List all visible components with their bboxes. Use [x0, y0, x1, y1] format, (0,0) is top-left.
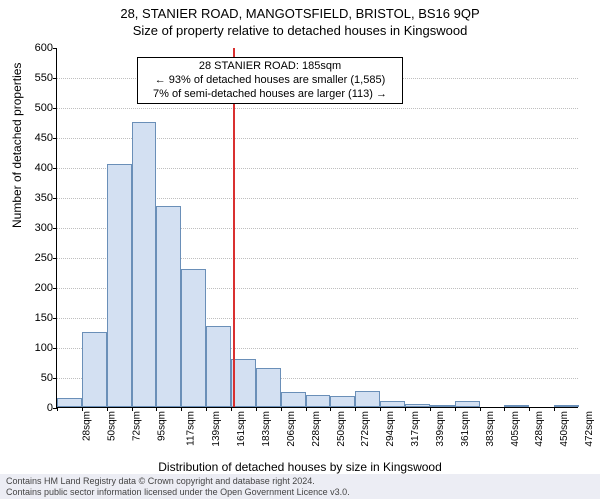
x-tick-label: 428sqm: [535, 411, 546, 447]
x-tick-mark: [554, 407, 555, 411]
histogram-bar: [107, 164, 132, 407]
x-tick-mark: [430, 407, 431, 411]
histogram-bar: [82, 332, 107, 407]
footer-text-1: Contains HM Land Registry data © Crown c…: [6, 476, 594, 486]
annotation-line: 7% of semi-detached houses are larger (1…: [144, 88, 396, 102]
x-tick-mark: [330, 407, 331, 411]
y-tick-label: 500: [35, 102, 57, 114]
histogram-bar: [306, 395, 331, 407]
y-tick-label: 50: [41, 372, 57, 384]
y-tick-label: 450: [35, 132, 57, 144]
x-tick-label: 72sqm: [131, 411, 142, 441]
y-tick-label: 600: [35, 42, 57, 54]
x-tick-mark: [107, 407, 108, 411]
histogram-bar: [380, 401, 405, 407]
histogram-bar: [504, 405, 529, 407]
x-tick-mark: [256, 407, 257, 411]
x-tick-mark: [156, 407, 157, 411]
x-tick-mark: [380, 407, 381, 411]
plot-area: 05010015020025030035040045050055060028sq…: [56, 48, 578, 408]
x-tick-mark: [405, 407, 406, 411]
y-tick-label: 0: [47, 402, 57, 414]
histogram-bar: [206, 326, 231, 407]
x-tick-mark: [480, 407, 481, 411]
x-tick-label: 405sqm: [510, 411, 521, 447]
histogram-bar: [57, 398, 82, 407]
annotation-line: 28 STANIER ROAD: 185sqm: [144, 60, 396, 74]
x-tick-mark: [231, 407, 232, 411]
x-tick-mark: [57, 407, 58, 411]
annotation-box: 28 STANIER ROAD: 185sqm← 93% of detached…: [137, 57, 403, 104]
histogram-bar: [181, 269, 206, 407]
x-tick-label: 317sqm: [410, 411, 421, 447]
chart-subtitle: Size of property relative to detached ho…: [0, 21, 600, 38]
annotation-line: ← 93% of detached houses are smaller (1,…: [144, 74, 396, 88]
attribution-footer: Contains HM Land Registry data © Crown c…: [0, 474, 600, 499]
x-tick-label: 472sqm: [584, 411, 595, 447]
x-tick-label: 161sqm: [236, 411, 247, 447]
y-tick-label: 150: [35, 312, 57, 324]
y-axis-label: Number of detached properties: [10, 63, 24, 228]
x-tick-label: 139sqm: [211, 411, 222, 447]
x-tick-mark: [82, 407, 83, 411]
x-tick-label: 450sqm: [559, 411, 570, 447]
x-tick-label: 339sqm: [435, 411, 446, 447]
x-tick-label: 361sqm: [460, 411, 471, 447]
y-tick-label: 300: [35, 222, 57, 234]
histogram-bar: [455, 401, 480, 407]
footer-text-2: Contains public sector information licen…: [6, 487, 594, 497]
y-tick-label: 250: [35, 252, 57, 264]
histogram-bar: [256, 368, 281, 407]
x-tick-mark: [181, 407, 182, 411]
y-tick-label: 200: [35, 282, 57, 294]
x-axis-label: Distribution of detached houses by size …: [0, 460, 600, 474]
x-tick-label: 95sqm: [156, 411, 167, 441]
x-tick-mark: [529, 407, 530, 411]
histogram-bar: [132, 122, 157, 407]
x-tick-label: 206sqm: [286, 411, 297, 447]
x-tick-mark: [306, 407, 307, 411]
x-tick-mark: [132, 407, 133, 411]
x-tick-mark: [281, 407, 282, 411]
histogram-bar: [355, 391, 380, 407]
histogram-bar: [156, 206, 181, 407]
x-tick-mark: [355, 407, 356, 411]
histogram-bar: [281, 392, 306, 407]
gridline: [57, 108, 578, 109]
x-tick-label: 250sqm: [336, 411, 347, 447]
x-tick-label: 183sqm: [261, 411, 272, 447]
x-tick-label: 383sqm: [485, 411, 496, 447]
chart-address-title: 28, STANIER ROAD, MANGOTSFIELD, BRISTOL,…: [0, 0, 600, 21]
x-tick-label: 117sqm: [186, 411, 197, 446]
histogram-bar: [405, 404, 430, 407]
x-tick-label: 50sqm: [106, 411, 117, 441]
histogram-bar: [330, 396, 355, 407]
y-tick-label: 550: [35, 72, 57, 84]
x-tick-label: 272sqm: [361, 411, 372, 447]
x-tick-mark: [206, 407, 207, 411]
histogram-bar: [554, 405, 579, 407]
x-tick-label: 28sqm: [82, 411, 93, 441]
y-tick-label: 100: [35, 342, 57, 354]
x-tick-mark: [455, 407, 456, 411]
x-tick-label: 228sqm: [311, 411, 322, 447]
x-tick-label: 294sqm: [385, 411, 396, 447]
y-tick-label: 400: [35, 162, 57, 174]
y-tick-label: 350: [35, 192, 57, 204]
x-tick-mark: [504, 407, 505, 411]
histogram-bar: [430, 405, 455, 407]
